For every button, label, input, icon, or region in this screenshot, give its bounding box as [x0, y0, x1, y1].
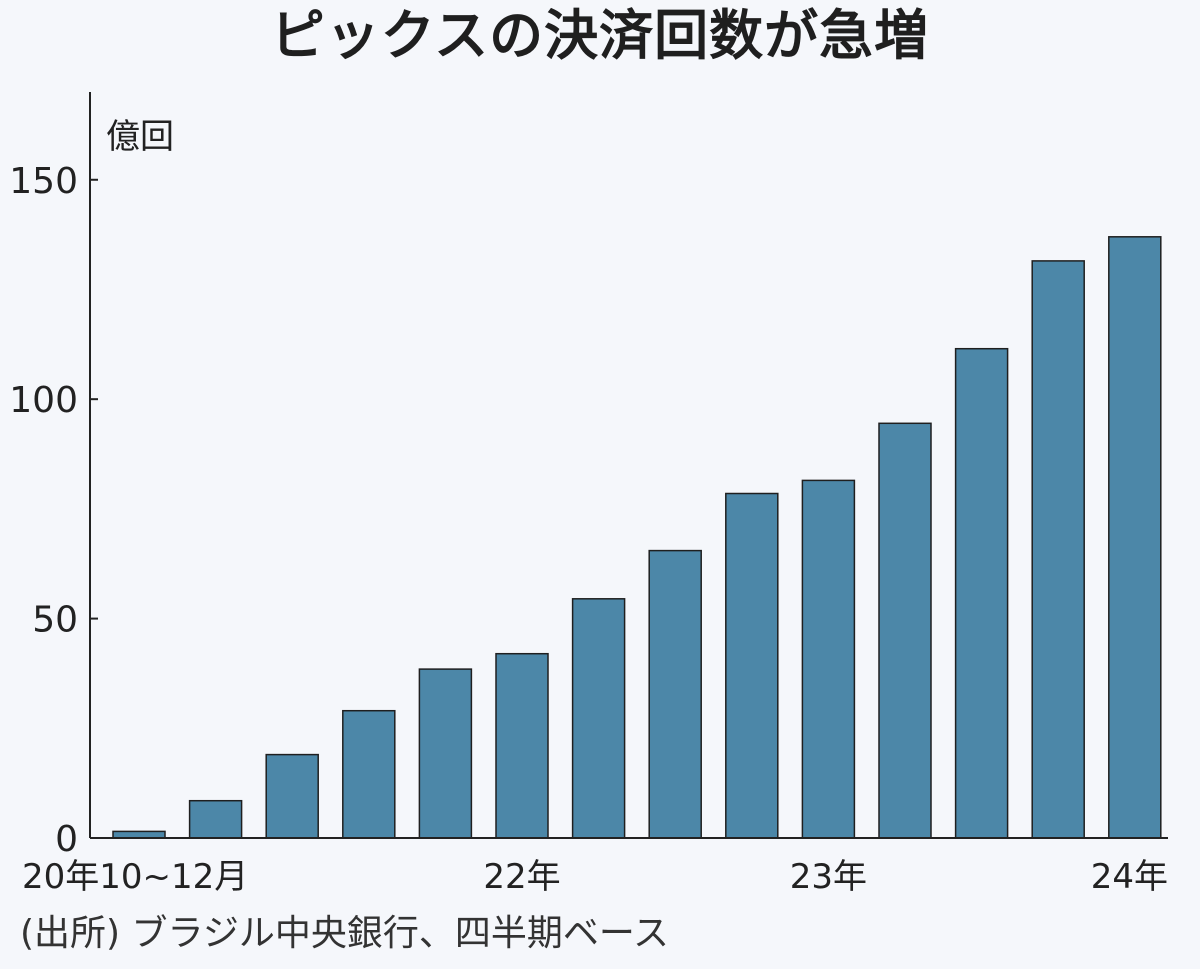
y-tick-label-0: 0	[55, 819, 78, 860]
source-note: (出所) ブラジル中央銀行、四半期ベース	[20, 913, 670, 954]
y-tick-label-50: 50	[32, 600, 78, 641]
x-tick-label-5: 22年	[483, 857, 560, 897]
x-tick-label-0: 20年10~12月	[22, 857, 248, 897]
bar-6	[571, 598, 626, 839]
axis-layer	[89, 92, 1168, 839]
chart-title: ピックスの決済回数が急増	[270, 4, 930, 67]
bar-1	[188, 799, 243, 839]
bar-9	[801, 479, 856, 839]
x-labels-layer: 20年10~12月 22年 23年 24年	[22, 857, 1168, 897]
bar-7	[648, 549, 702, 839]
bar-11	[954, 347, 1009, 839]
y-tick-label-150: 150	[9, 161, 78, 202]
ticks-layer: 0 50 100 150	[9, 161, 98, 860]
x-tick-label-9: 23年	[790, 857, 867, 897]
bars-layer	[112, 236, 1162, 839]
x-tick-label-13: 24年	[1091, 857, 1168, 897]
bar-5	[495, 652, 549, 839]
bar-8	[725, 492, 779, 839]
bar-4	[418, 668, 473, 839]
y-tick-label-100: 100	[9, 380, 78, 421]
y-axis-label: 億回	[106, 117, 174, 157]
bar-3	[342, 709, 396, 839]
bar-2	[265, 753, 319, 839]
bar-12	[1031, 260, 1085, 839]
bar-10	[878, 422, 932, 839]
bar-13	[1108, 236, 1162, 839]
